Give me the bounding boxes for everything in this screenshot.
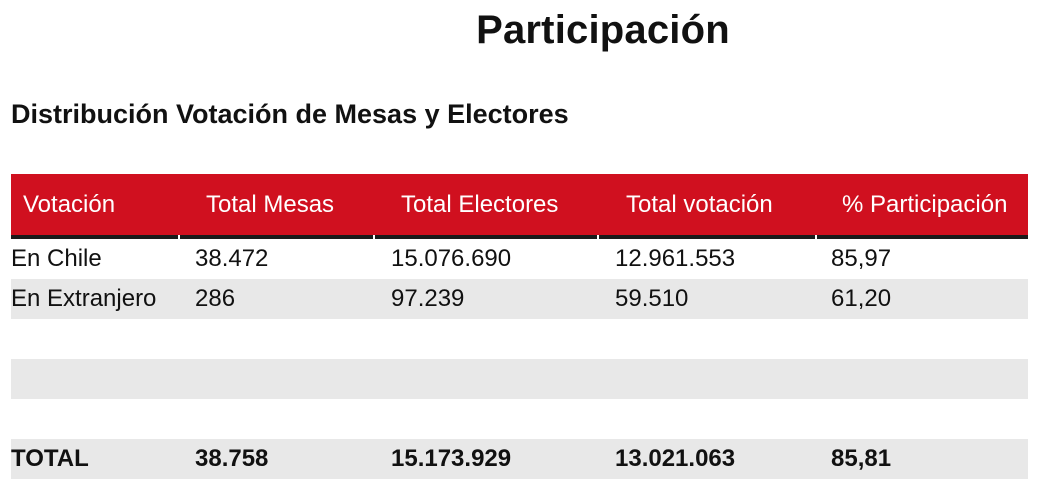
cell-total-electores: 97.239 <box>391 285 465 312</box>
header-divider <box>597 235 599 239</box>
participation-table: Votación Total Mesas Total Electores Tot… <box>11 174 1028 479</box>
cell-total-votacion: 59.510 <box>615 285 689 312</box>
section-title: Distribución Votación de Mesas y Elector… <box>11 99 569 129</box>
header-votacion: Votación <box>23 191 116 218</box>
cell-votacion: En Chile <box>11 245 102 272</box>
header-total-mesas: Total Mesas <box>206 191 335 218</box>
header-total-electores: Total Electores <box>401 191 559 218</box>
empty-row <box>11 399 1028 439</box>
total-label: TOTAL <box>11 445 89 472</box>
cell-participacion: 61,20 <box>831 285 892 312</box>
header-divider <box>373 235 375 239</box>
empty-row <box>11 319 1028 359</box>
total-electores: 15.173.929 <box>391 445 512 472</box>
total-votacion: 13.021.063 <box>615 445 736 472</box>
table-row: En Extranjero 286 97.239 59.510 61,20 <box>11 279 1028 319</box>
cell-votacion: En Extranjero <box>11 285 157 312</box>
header-divider <box>815 235 817 239</box>
table-total-row: TOTAL 38.758 15.173.929 13.021.063 85,81 <box>11 439 1028 479</box>
empty-row <box>11 359 1028 399</box>
page-title: Participación <box>476 8 730 52</box>
cell-participacion: 85,97 <box>831 245 892 272</box>
cell-total-electores: 15.076.690 <box>391 245 512 272</box>
table-row: En Chile 38.472 15.076.690 12.961.553 85… <box>11 239 1028 279</box>
table-header-row: Votación Total Mesas Total Electores Tot… <box>11 174 1028 239</box>
header-participacion: % Participación <box>842 191 1008 218</box>
header-divider <box>178 235 180 239</box>
header-total-votacion: Total votación <box>626 191 773 218</box>
cell-total-mesas: 286 <box>195 285 236 312</box>
total-mesas: 38.758 <box>195 445 269 472</box>
cell-total-votacion: 12.961.553 <box>615 245 736 272</box>
cell-total-mesas: 38.472 <box>195 245 269 272</box>
total-participacion: 85,81 <box>831 445 892 472</box>
